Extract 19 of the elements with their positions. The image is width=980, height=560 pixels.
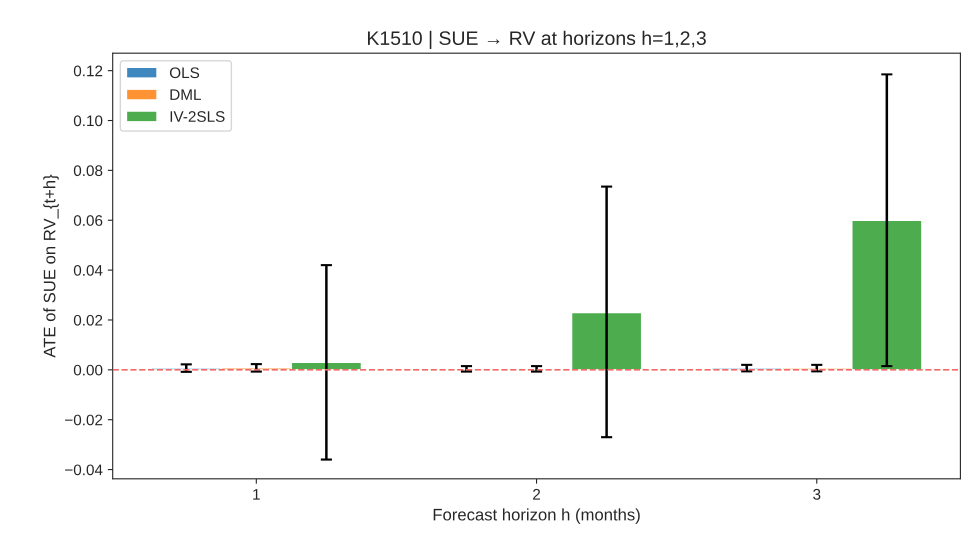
y-axis-title: ATE of SUE on RV_{t+h}	[43, 174, 59, 358]
y-tick-label: 0.02	[74, 314, 102, 326]
x-axis-title: Forecast horizon h (months)	[434, 508, 640, 524]
x-tick-label: 3	[813, 488, 820, 500]
y-tick-label: 0.12	[74, 66, 102, 76]
chart-title: K1510 | SUE → RV at horizons h=1,2,3	[368, 30, 706, 49]
legend-label: IV-2SLS	[170, 111, 225, 122]
legend-label: OLS	[170, 67, 200, 78]
y-tick-label: 0.00	[74, 364, 102, 376]
y-tick-label: −0.04	[65, 464, 103, 476]
bar	[570, 312, 642, 371]
y-tick-label: 0.04	[74, 264, 103, 276]
y-tick-label: 0.08	[74, 165, 102, 176]
y-tick-label: 0.10	[74, 115, 102, 126]
x-tick-label: 1	[253, 489, 260, 500]
x-tick-label: 2	[533, 488, 540, 500]
y-tick-label: −0.02	[65, 414, 102, 426]
legend-label: DML	[170, 89, 201, 100]
y-tick-label: 0.06	[74, 215, 102, 226]
